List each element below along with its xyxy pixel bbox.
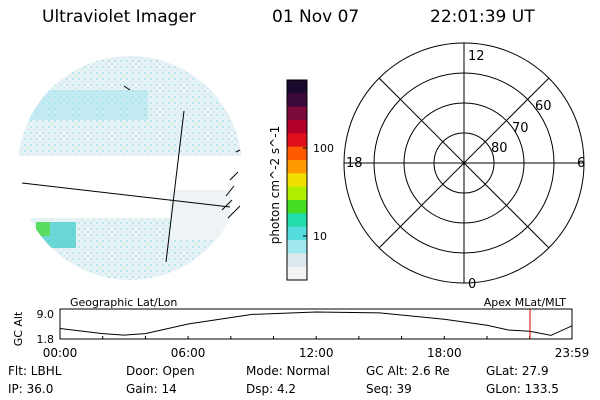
sparse-edge: [170, 190, 230, 240]
ytick-1.8: 1.8: [37, 333, 55, 346]
color-bar: [287, 80, 307, 281]
app-title: Ultraviolet Imager: [42, 7, 196, 27]
colorbar-tick-10: 10: [313, 230, 327, 243]
xtick-label: 18:00: [427, 346, 462, 360]
lat-label-70: 70: [512, 121, 529, 136]
xtick-label: 23:59: [555, 346, 590, 360]
mlt-label-18: 18: [346, 156, 363, 171]
edge-marks: [123, 85, 241, 219]
gc-alt-info: GC Alt: 2.6 Re: [366, 364, 450, 378]
mlt-label-6: 6: [577, 156, 585, 171]
gain-info: Gain: 14: [126, 382, 177, 396]
xtick-label: 06:00: [171, 346, 206, 360]
colorbar-step: [287, 133, 307, 148]
color-bar-frame: [286, 79, 308, 281]
xtick-label: 12:00: [299, 346, 334, 360]
polar-plot: [343, 42, 585, 284]
uv-image: [18, 56, 242, 280]
date-label: 01 Nov 07: [272, 7, 360, 27]
lon-line: [165, 110, 185, 263]
colorbar-step: [287, 200, 307, 214]
ytick-9: 9.0: [37, 308, 55, 321]
seq-info: Seq: 39: [366, 382, 412, 396]
geo-label: Geographic Lat/Lon: [70, 296, 177, 309]
colorbar-step: [287, 240, 307, 254]
door-info: Door: Open: [126, 364, 195, 378]
colorbar-tick-100: 100: [313, 142, 334, 155]
dsp-info: Dsp: 4.2: [246, 382, 297, 396]
colorbar-step: [287, 146, 307, 161]
altitude-line: [59, 311, 573, 336]
xtick-label: 00:00: [43, 346, 78, 360]
ip-info: IP: 36.0: [8, 382, 54, 396]
colorbar-step: [287, 80, 307, 94]
colorbar-step: [287, 253, 307, 268]
color-bar-ticks: [303, 147, 307, 237]
glon-info: GLon: 133.5: [486, 382, 559, 396]
timeline-ylabel: GC Alt: [12, 311, 25, 346]
green-patch: [36, 222, 50, 236]
aurora-band: [28, 90, 148, 120]
polar-diag-2: [378, 77, 550, 249]
lat-label-80: 80: [491, 141, 508, 156]
glat-info: GLat: 27.9: [486, 364, 549, 378]
time-label: 22:01:39 UT: [430, 7, 535, 27]
colorbar-step: [287, 186, 307, 201]
colorbar-step: [287, 213, 307, 228]
apex-label: Apex MLat/MLT: [484, 296, 567, 309]
lat-line: [21, 182, 231, 208]
colorbar-label: photon cm^-2 s^-1: [268, 126, 282, 244]
mlt-label-0: 0: [468, 277, 476, 292]
lat-label-60: 60: [535, 99, 552, 114]
mlt-label-12: 12: [468, 49, 485, 64]
colorbar-step: [287, 226, 307, 241]
timeline-xtick-labels: 00:00 06:00 12:00 18:00 23:59: [43, 346, 590, 360]
polar-labels: 12 18 6 0 60 70 80: [346, 49, 585, 292]
colorbar-step: [287, 173, 307, 188]
colorbar-step: [287, 266, 307, 281]
colorbar-step: [287, 160, 307, 174]
flt-info: Flt: LBHL: [8, 364, 62, 378]
colorbar-step: [287, 106, 307, 121]
colorbar-step: [287, 93, 307, 108]
colorbar-step: [287, 120, 307, 134]
mode-info: Mode: Normal: [246, 364, 330, 378]
